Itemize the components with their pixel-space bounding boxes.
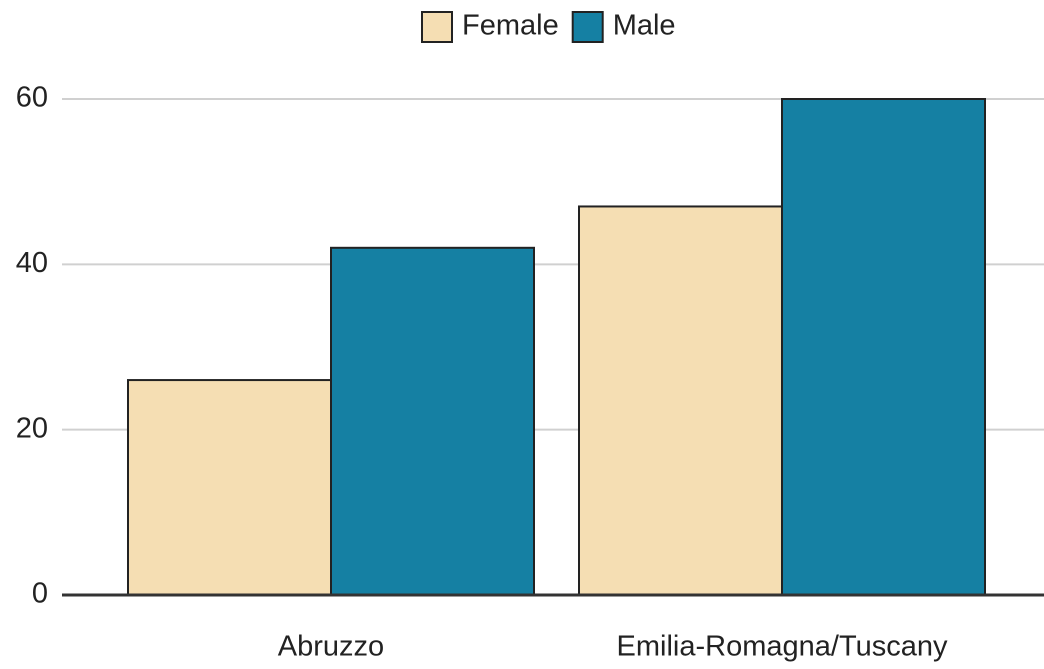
x-tick-label: Emilia-Romagna/Tuscany [617,631,948,663]
bar [127,379,332,597]
x-tick-label: Abruzzo [278,631,384,663]
legend-swatch [571,11,604,43]
legend-label: Male [613,10,676,42]
bar [578,205,783,596]
bar [781,98,986,596]
y-tick-label: 20 [16,412,48,444]
y-tick-label: 40 [16,247,48,279]
bar [330,246,535,597]
legend-swatch [421,11,453,43]
y-tick-label: 0 [32,578,48,610]
y-tick-label: 60 [16,82,48,114]
legend-label: Female [462,10,559,42]
